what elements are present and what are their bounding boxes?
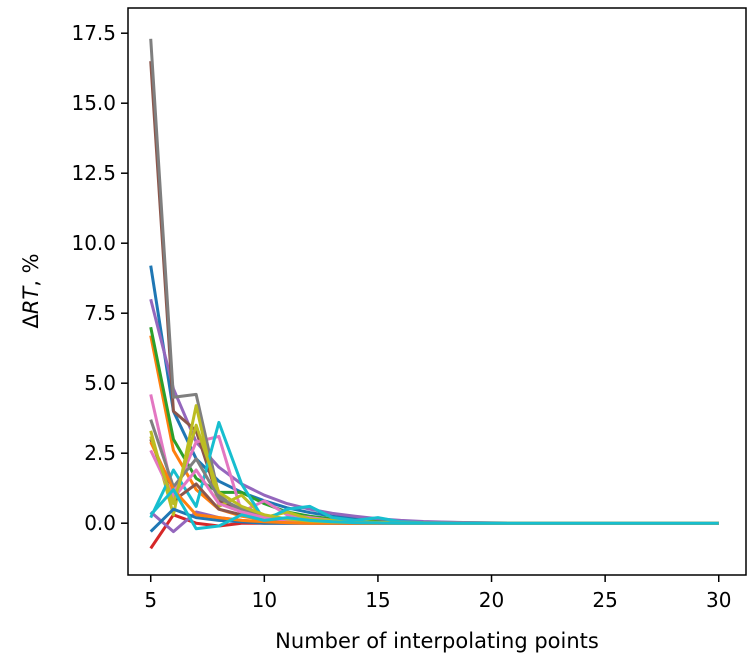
y-axis-label: ΔRT, %: [19, 253, 43, 328]
x-tick-label: 5: [144, 588, 157, 612]
y-tick-label: 5.0: [84, 371, 116, 395]
series-line-8: [149, 38, 719, 525]
y-tick-label: 10.0: [71, 231, 116, 255]
x-axis: 5 10 15 20 25 30: [144, 575, 731, 612]
y-axis-label-suffix: , %: [19, 253, 43, 286]
y-tick-label: 17.5: [71, 21, 116, 45]
x-tick-label: 20: [479, 588, 504, 612]
y-axis-label-symbol: RT: [19, 285, 43, 315]
y-tick-label: 7.5: [84, 301, 116, 325]
series-line-6: [149, 61, 719, 525]
series-line-1: [149, 265, 719, 525]
y-tick-label: 15.0: [71, 91, 116, 115]
x-tick-label: 15: [365, 588, 390, 612]
x-tick-label: 30: [706, 588, 731, 612]
x-axis-label: Number of interpolating points: [275, 629, 599, 653]
y-tick-label: 0.0: [84, 511, 116, 535]
y-axis-label-prefix: Δ: [19, 314, 43, 329]
series-layer: [149, 38, 719, 550]
x-tick-label: 10: [252, 588, 277, 612]
y-tick-label: 12.5: [71, 161, 116, 185]
plot-frame: [127, 7, 747, 576]
series-line-18: [149, 488, 719, 531]
x-tick-label: 25: [592, 588, 617, 612]
y-tick-label: 2.5: [84, 441, 116, 465]
y-axis: 0.0 2.5 5.0 7.5 10.0 12.5 15.0 17.5: [71, 21, 128, 535]
